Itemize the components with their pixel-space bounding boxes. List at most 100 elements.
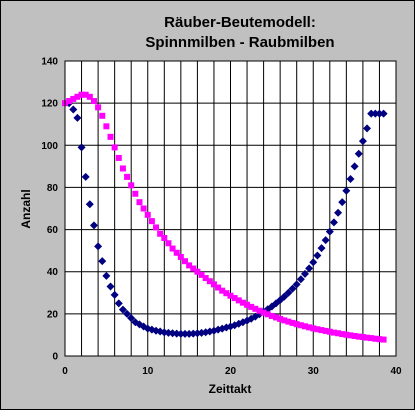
series-2-point <box>244 301 251 308</box>
series-2-point <box>314 326 321 333</box>
y-tick-label: 0 <box>52 352 58 363</box>
series-2-point <box>364 334 371 341</box>
series-1-markers <box>65 99 388 338</box>
series-1-point <box>342 186 351 195</box>
series-2-point <box>74 93 81 100</box>
series-1-point <box>81 172 90 181</box>
series-2-point <box>277 315 284 322</box>
series-2-point <box>335 330 342 337</box>
series-2-point <box>330 329 337 336</box>
series-1-point <box>363 124 372 133</box>
grid-lines <box>65 61 396 356</box>
series-2-point <box>169 245 176 252</box>
series-1-point <box>371 109 380 118</box>
series-1-point <box>94 242 103 251</box>
y-tick-label: 100 <box>41 141 58 152</box>
x-tick-label: 10 <box>142 366 154 377</box>
series-2-point <box>86 93 93 100</box>
series-1-point <box>292 280 301 289</box>
series-1-point <box>89 221 98 230</box>
series-2-point <box>215 284 222 291</box>
series-1-point <box>334 208 343 217</box>
series-2-point <box>136 199 143 206</box>
series-1-point <box>329 218 338 227</box>
series-2-point <box>157 230 164 237</box>
series-2-point <box>343 331 350 338</box>
series-2-point <box>148 218 155 225</box>
series-2-point <box>186 262 193 269</box>
series-2-point <box>90 98 97 105</box>
series-2-point <box>82 91 89 98</box>
series-2-point <box>281 317 288 324</box>
series-2-point <box>306 324 313 331</box>
chart-title-line-2: Spinnmilben - Raubmilben <box>145 34 334 51</box>
series-1-point <box>325 227 334 236</box>
plot-border <box>64 60 397 357</box>
series-2-point <box>289 319 296 326</box>
y-tick-label: 140 <box>41 57 58 68</box>
series-1-point <box>114 299 123 308</box>
series-2-point <box>301 323 308 330</box>
series-2-point <box>78 91 85 98</box>
series-1-point <box>309 258 318 267</box>
series-1-point <box>102 271 111 280</box>
y-tick-label: 40 <box>47 267 59 278</box>
series-2-point <box>351 332 358 339</box>
series-1-point <box>85 200 94 209</box>
series-2-point <box>206 278 213 285</box>
series-1-point <box>118 305 127 314</box>
x-axis-label: Zeittakt <box>209 382 252 396</box>
series-1-point <box>98 257 107 266</box>
series-2-point <box>235 297 242 304</box>
series-1-point <box>69 105 78 114</box>
series-2-point <box>223 290 230 297</box>
series-2-point <box>310 325 317 332</box>
series-2-point <box>219 287 226 294</box>
series-2-point <box>322 327 329 334</box>
series-2-point <box>161 235 168 241</box>
series-1-point <box>73 113 82 122</box>
series-2-point <box>181 258 188 265</box>
series-2-point <box>103 123 110 130</box>
chart-title-line-1: Räuber-Beutemodell: <box>164 14 316 31</box>
y-tick-label: 60 <box>47 225 59 236</box>
series-2-point <box>165 240 172 247</box>
series-2-point <box>66 98 73 105</box>
series-2-point <box>239 299 246 306</box>
series-2-point <box>119 165 126 172</box>
series-2-point <box>297 322 304 329</box>
series-2-point <box>124 173 131 180</box>
series-2-point <box>256 307 263 314</box>
series-2-point <box>231 295 238 302</box>
series-1-point <box>300 269 309 278</box>
series-1-point <box>321 236 330 245</box>
series-2-point <box>368 335 375 342</box>
series-2-point <box>128 182 135 189</box>
series-1-point <box>354 149 363 158</box>
series-2-point <box>380 336 387 343</box>
series-1-point <box>358 137 367 146</box>
series-2-point <box>260 309 267 316</box>
y-tick-label: 20 <box>47 309 59 320</box>
series-2-point <box>190 265 197 272</box>
series-2-point <box>318 327 325 334</box>
y-tick-label: 80 <box>47 183 59 194</box>
series-1-point <box>288 284 297 293</box>
series-2-point <box>227 292 234 299</box>
series-1-point <box>77 143 86 152</box>
series-1-point <box>350 162 359 171</box>
series-1-point <box>284 288 293 297</box>
series-1-point <box>379 109 388 118</box>
series-1-point <box>367 109 376 118</box>
series-2-point <box>111 144 118 151</box>
series-1-point <box>346 175 355 183</box>
series-2-point <box>355 333 362 340</box>
series-1-point <box>176 329 185 338</box>
series-1-point <box>106 282 115 291</box>
series-2-point <box>95 104 102 111</box>
y-axis-label: Anzahl <box>19 189 33 228</box>
series-2-point <box>339 331 346 338</box>
series-1-point <box>296 275 305 284</box>
series-2-point <box>293 321 300 328</box>
